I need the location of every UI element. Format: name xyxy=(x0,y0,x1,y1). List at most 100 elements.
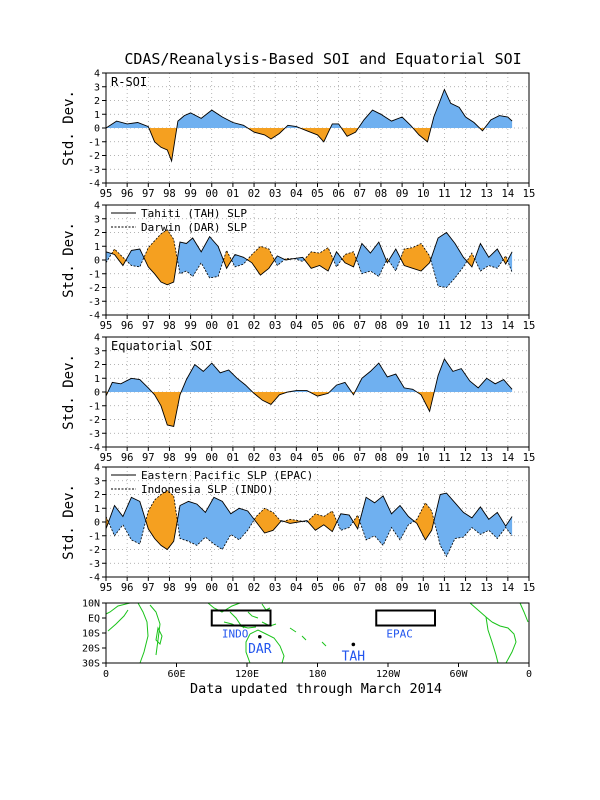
x-tick-label: 03 xyxy=(269,582,282,594)
y-axis-label: Std. Dev. xyxy=(61,90,77,166)
x-tick-label: 07 xyxy=(353,188,366,200)
positive-area xyxy=(333,251,342,267)
coastline xyxy=(491,621,517,664)
negative-area xyxy=(414,502,434,540)
x-tick-label: 98 xyxy=(163,320,176,332)
x-tick-label: 97 xyxy=(142,188,155,200)
x-tick-label: 02 xyxy=(248,452,261,464)
x-tick-label: 06 xyxy=(332,452,345,464)
legend-entry: Tahiti (TAH) SLP xyxy=(141,207,247,220)
y-tick-label: -4 xyxy=(88,179,100,190)
y-tick-label: -4 xyxy=(88,573,100,584)
x-tick-label: 11 xyxy=(438,188,451,200)
y-tick-label: 1 xyxy=(94,242,100,253)
y-tick-label: 1 xyxy=(94,374,100,385)
series-line-2 xyxy=(105,229,513,288)
lat-tick-label: EQ xyxy=(88,614,100,625)
positive-area xyxy=(359,495,415,546)
y-tick-label: 1 xyxy=(94,504,100,515)
x-tick-label: 96 xyxy=(121,320,134,332)
region-box-indo xyxy=(210,609,272,627)
coastline xyxy=(469,602,493,623)
x-tick-label: 00 xyxy=(205,188,218,200)
positive-area xyxy=(431,89,480,128)
y-tick-label: 2 xyxy=(94,96,100,107)
coastline xyxy=(105,602,131,632)
positive-area xyxy=(337,513,354,531)
lat-tick-label: 30S xyxy=(82,659,100,670)
x-tick-label: 01 xyxy=(227,452,240,464)
negative-area xyxy=(247,246,275,276)
y-tick-label: -3 xyxy=(88,559,100,570)
coastline xyxy=(289,627,327,647)
negative-area xyxy=(111,249,126,266)
x-tick-label: 06 xyxy=(332,188,345,200)
positive-area xyxy=(177,497,255,550)
positive-area xyxy=(285,125,300,128)
x-tick-label: 02 xyxy=(248,188,261,200)
x-tick-label: 15 xyxy=(523,320,536,332)
series-line xyxy=(105,358,513,427)
y-tick-label: -2 xyxy=(88,283,100,294)
panel-label: R-SOI xyxy=(111,75,147,89)
x-tick-label: 98 xyxy=(163,188,176,200)
legend-entry: Darwin (DAR) SLP xyxy=(141,221,247,234)
x-tick-label: 12 xyxy=(459,452,472,464)
lon-tick-label: 60W xyxy=(449,669,468,680)
series-line-1 xyxy=(105,231,513,286)
x-tick-label: 08 xyxy=(375,582,388,594)
x-tick-label: 96 xyxy=(121,188,134,200)
lat-tick-label: 10N xyxy=(82,599,100,610)
x-tick-label: 00 xyxy=(205,582,218,594)
positive-area xyxy=(107,378,153,392)
y-tick-label: 0 xyxy=(94,256,100,267)
x-tick-label: 15 xyxy=(523,188,536,200)
x-tick-label: 09 xyxy=(396,320,409,332)
positive-area xyxy=(181,363,253,392)
x-tick-label: 99 xyxy=(184,452,197,464)
x-tick-label: 97 xyxy=(142,452,155,464)
y-tick-label: -3 xyxy=(88,297,100,308)
x-tick-label: 03 xyxy=(269,452,282,464)
x-tick-label: 03 xyxy=(269,188,282,200)
y-tick-label: -2 xyxy=(88,415,100,426)
x-tick-label: 06 xyxy=(332,320,345,332)
x-tick-label: 98 xyxy=(163,582,176,594)
positive-area xyxy=(177,236,224,278)
positive-area xyxy=(388,249,401,271)
y-tick-label: 3 xyxy=(94,476,100,487)
y-tick-label: 4 xyxy=(94,201,100,212)
y-axis-label: Std. Dev. xyxy=(61,484,77,560)
x-tick-label: 13 xyxy=(480,320,493,332)
x-tick-label: 12 xyxy=(459,188,472,200)
x-tick-label: 10 xyxy=(417,582,430,594)
positive-area xyxy=(484,115,513,128)
series-line-1 xyxy=(105,492,513,551)
negative-area xyxy=(307,511,337,532)
x-tick-label: 99 xyxy=(184,188,197,200)
y-tick-label: 0 xyxy=(94,388,100,399)
x-tick-label: 99 xyxy=(184,320,197,332)
x-tick-label: 04 xyxy=(290,582,303,594)
region-box-epac xyxy=(375,609,436,627)
lon-tick-label: 120E xyxy=(235,669,259,680)
legend-entry: Indonesia SLP (INDO) xyxy=(141,483,273,496)
x-tick-label: 04 xyxy=(290,188,303,200)
x-tick-label: 13 xyxy=(480,582,493,594)
lon-tick-label: 120W xyxy=(376,669,401,680)
region-label: EPAC xyxy=(386,628,413,641)
positive-area xyxy=(330,123,342,128)
x-tick-label: 12 xyxy=(459,582,472,594)
coastline xyxy=(485,616,499,664)
y-tick-label: 3 xyxy=(94,346,100,357)
y-tick-label: -3 xyxy=(88,429,100,440)
negative-area xyxy=(148,128,177,161)
negative-area xyxy=(309,392,330,397)
x-tick-label: 10 xyxy=(417,188,430,200)
x-tick-label: 97 xyxy=(142,582,155,594)
